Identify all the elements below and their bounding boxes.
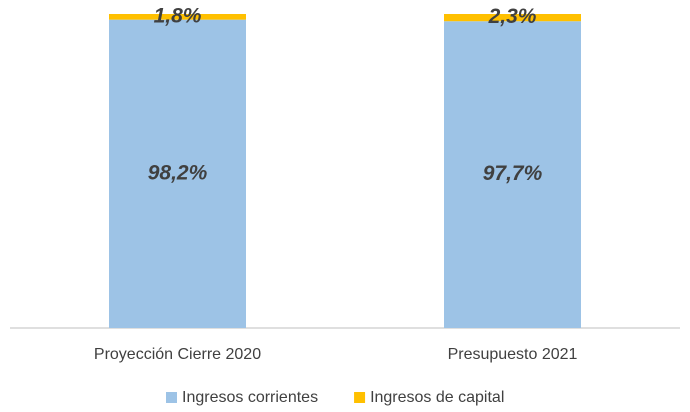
x-tick-label: Proyección Cierre 2020	[94, 346, 261, 363]
bar-segment	[109, 19, 246, 328]
legend-swatch	[354, 392, 366, 403]
bar-segment	[109, 14, 246, 20]
legend-label: Ingresos de capital	[370, 389, 504, 406]
value-label: 1,8%	[154, 4, 202, 27]
value-label: 97,7%	[483, 162, 543, 185]
legend-label: Ingresos corrientes	[182, 389, 318, 406]
legend-swatch	[166, 392, 177, 403]
x-tick-label: Presupuesto 2021	[448, 346, 578, 363]
bar-segment	[444, 14, 581, 22]
value-label: 2,3%	[488, 5, 537, 28]
value-label: 98,2%	[148, 161, 208, 184]
bar-segment	[444, 21, 581, 329]
